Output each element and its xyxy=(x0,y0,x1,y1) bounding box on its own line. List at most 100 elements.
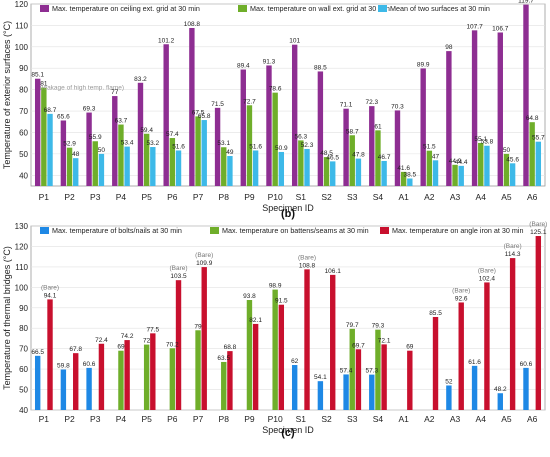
panelb-bar xyxy=(112,96,118,186)
panelc-bar xyxy=(304,269,310,410)
panelc-y-tick-label: 80 xyxy=(19,324,28,333)
panelb-bar xyxy=(137,82,144,186)
panelc-data-label: 103.5 xyxy=(170,273,187,280)
panelc-data-label: 102.4 xyxy=(479,275,496,282)
panelb-data-label: 58.7 xyxy=(346,128,359,135)
panelb-x-tick-label: A2 xyxy=(424,192,435,202)
panelc-x-tick-label: P2 xyxy=(64,414,75,424)
panelb-data-label: 77 xyxy=(111,89,119,96)
panelb-bar xyxy=(266,65,272,186)
panelc-x-tick-label: A2 xyxy=(424,414,435,424)
panelb-legend-label: Max. temperature on wall ext. grid at 30… xyxy=(250,4,390,13)
panelc-data-label: 67.8 xyxy=(69,346,82,353)
panelc-bar xyxy=(291,365,298,410)
panelc-data-label: 63.5 xyxy=(217,355,230,362)
panelc-y-tick-label: 60 xyxy=(19,365,28,374)
panelb-data-label: 71.1 xyxy=(340,102,353,109)
panelb-x-tick-label: P10 xyxy=(268,192,283,202)
panelb-data-label: 53.2 xyxy=(146,140,159,147)
panelc-data-label: 79 xyxy=(194,323,202,330)
panelc-x-tick-label: S4 xyxy=(373,414,384,424)
panelc-x-tick-label: A4 xyxy=(476,414,487,424)
panelb-data-label: 48 xyxy=(72,151,80,158)
panelb-data-label: 50 xyxy=(98,147,106,154)
panelb-data-label: 52.9 xyxy=(63,141,76,148)
panelb-bar xyxy=(394,110,401,186)
panelb-data-label: 52.3 xyxy=(301,142,314,149)
panelb-bar xyxy=(535,141,542,186)
panelb-bar xyxy=(124,146,130,186)
panelc-data-label: 74.2 xyxy=(121,333,134,340)
panelb-data-label: 50 xyxy=(503,147,511,154)
panelc-data-label: 91.5 xyxy=(275,298,288,305)
panelb-bar xyxy=(34,78,41,186)
panelc-bar xyxy=(535,236,542,410)
panelc-data-label: 125.1 xyxy=(530,229,547,236)
panelb-data-label: 83.2 xyxy=(134,76,147,83)
panelb-bar xyxy=(195,116,201,186)
panelb-bar xyxy=(471,30,478,186)
panelb-bar xyxy=(509,163,516,186)
panelb-data-label: 49 xyxy=(226,149,234,156)
panelb-data-label: 51.6 xyxy=(249,143,262,150)
panelb-data-label: 64.8 xyxy=(526,115,539,122)
panelb-data-label: 108.8 xyxy=(184,21,201,28)
panelb-data-label: 46.5 xyxy=(326,154,339,161)
panelb-data-label: 78.6 xyxy=(269,86,282,93)
panelc-data-label: 52 xyxy=(445,378,453,385)
panelb-bar xyxy=(150,147,156,186)
panelb-data-label: 72.7 xyxy=(243,98,256,105)
panelc-bar xyxy=(509,258,516,410)
panelc-bar xyxy=(252,323,259,410)
panelc-bar xyxy=(47,299,53,410)
panelc-data-label: 82.1 xyxy=(249,317,262,324)
panelb-data-label: 71.5 xyxy=(211,101,224,108)
panelc-bar xyxy=(169,348,176,410)
panelb-data-label: 63.7 xyxy=(115,118,128,125)
panelb-data-label: 101 xyxy=(289,38,300,45)
panelb-x-tick-label: P5 xyxy=(141,192,152,202)
panelc-data-label: 62 xyxy=(291,358,299,365)
panelc-data-label: 57.3 xyxy=(365,368,378,375)
panelb-data-label: 61 xyxy=(374,123,382,130)
panelb-bar xyxy=(291,44,298,186)
panelc-data-label: 57.4 xyxy=(340,367,353,374)
panelb-x-tick-label: S3 xyxy=(347,192,358,202)
panelb-data-label: 47.8 xyxy=(352,152,365,159)
panelc-bar xyxy=(272,289,278,410)
panelb-data-label: 107.7 xyxy=(466,23,483,30)
panelc-data-label: 92.6 xyxy=(455,295,468,302)
panelb-data-label: 38.5 xyxy=(403,172,416,179)
panelc-bar xyxy=(227,351,233,410)
panelb-bar xyxy=(118,124,124,186)
panelc-data-label: 94.1 xyxy=(44,292,57,299)
panelc-bar xyxy=(175,280,182,410)
panelc-data-label: 79.3 xyxy=(372,323,385,330)
panelb-bar xyxy=(304,148,310,186)
panelb-legend-swatch xyxy=(40,5,49,12)
panelc-y-axis-label: Temperature of thermal bridges (°C) xyxy=(2,246,12,390)
panelc-x-axis-label: Specimen ID xyxy=(262,425,314,435)
panelb-bar xyxy=(221,147,227,186)
panelb-y-tick-label: 60 xyxy=(19,128,28,137)
panelc-bare-label: (Bare) xyxy=(529,221,547,228)
panelb-bar xyxy=(227,156,233,186)
panelb-bar xyxy=(73,158,79,186)
panelb-bar xyxy=(484,145,490,186)
panelb-data-label: 45.6 xyxy=(506,156,519,163)
panelb-y-tick-label: 40 xyxy=(19,171,28,180)
panelb-data-label: 55.9 xyxy=(89,134,102,141)
panelb-legend-swatch xyxy=(238,5,247,12)
panelb-x-tick-label: A3 xyxy=(450,192,461,202)
panelb-data-label: 85.1 xyxy=(31,72,44,79)
panelb-x-tick-label: S4 xyxy=(373,192,384,202)
panelc-bare-label: (Bare) xyxy=(478,267,496,274)
panelb-x-tick-label: P7 xyxy=(193,192,204,202)
panelc-bar xyxy=(143,344,150,410)
panelc-bar xyxy=(349,328,355,410)
panelc-bar xyxy=(221,361,227,410)
panelc-data-label: 69.7 xyxy=(352,342,365,349)
panelb-bar xyxy=(349,135,355,186)
panelc-bare-label: (Bare) xyxy=(41,284,59,291)
panelc-data-label: 66.5 xyxy=(31,349,44,356)
